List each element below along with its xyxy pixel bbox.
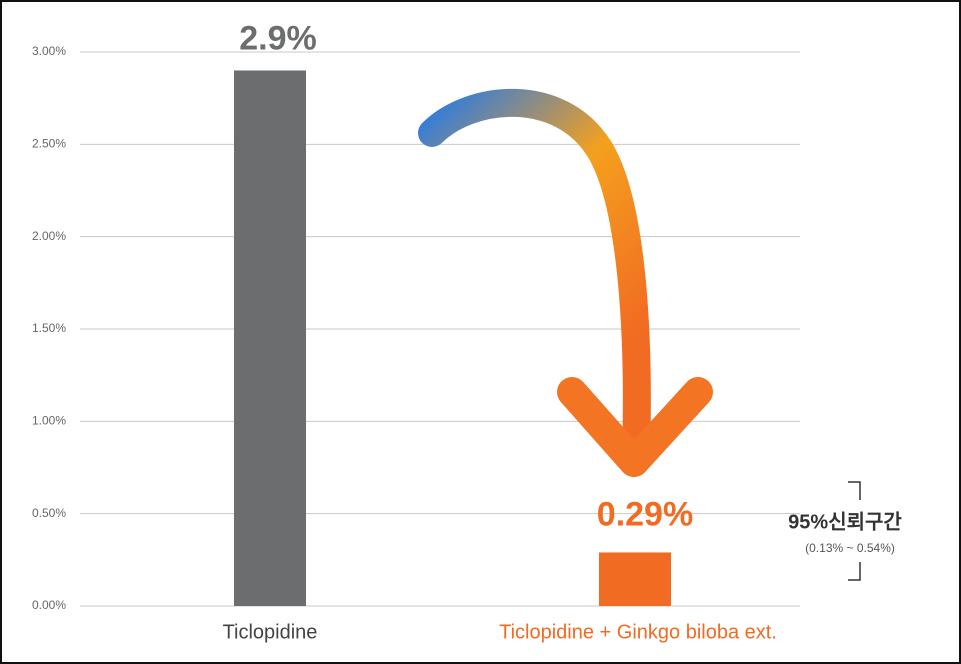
bracket	[848, 481, 861, 581]
annotation-title: 95%신뢰구간	[788, 510, 902, 533]
bar	[599, 552, 671, 606]
value-label: 2.9%	[239, 19, 317, 57]
y-tick-label: 3.00%	[32, 44, 66, 58]
y-tick-label: 0.00%	[32, 598, 66, 612]
arrow-head	[557, 377, 713, 477]
bar	[234, 70, 306, 606]
value-label: 0.29%	[597, 495, 693, 533]
y-tick-label: 0.50%	[32, 506, 66, 520]
plot: 0.00% 0.50% 1.00% 1.50% 2.00% 2.50% 3.00% Ticlo…	[32, 19, 800, 643]
y-tick-label: 1.50%	[32, 321, 66, 335]
y-tick-label: 1.00%	[32, 414, 66, 428]
x-tick-label: Ticlopidine	[223, 621, 318, 643]
annotation-text: (0.13% ~ 0.54%)	[805, 541, 895, 555]
y-tick-label: 2.00%	[32, 229, 66, 243]
x-tick-label: Ticlopidine + Ginkgo biloba ext.	[499, 621, 777, 643]
arrow	[418, 88, 651, 469]
y-tick-label: 2.50%	[32, 137, 66, 151]
